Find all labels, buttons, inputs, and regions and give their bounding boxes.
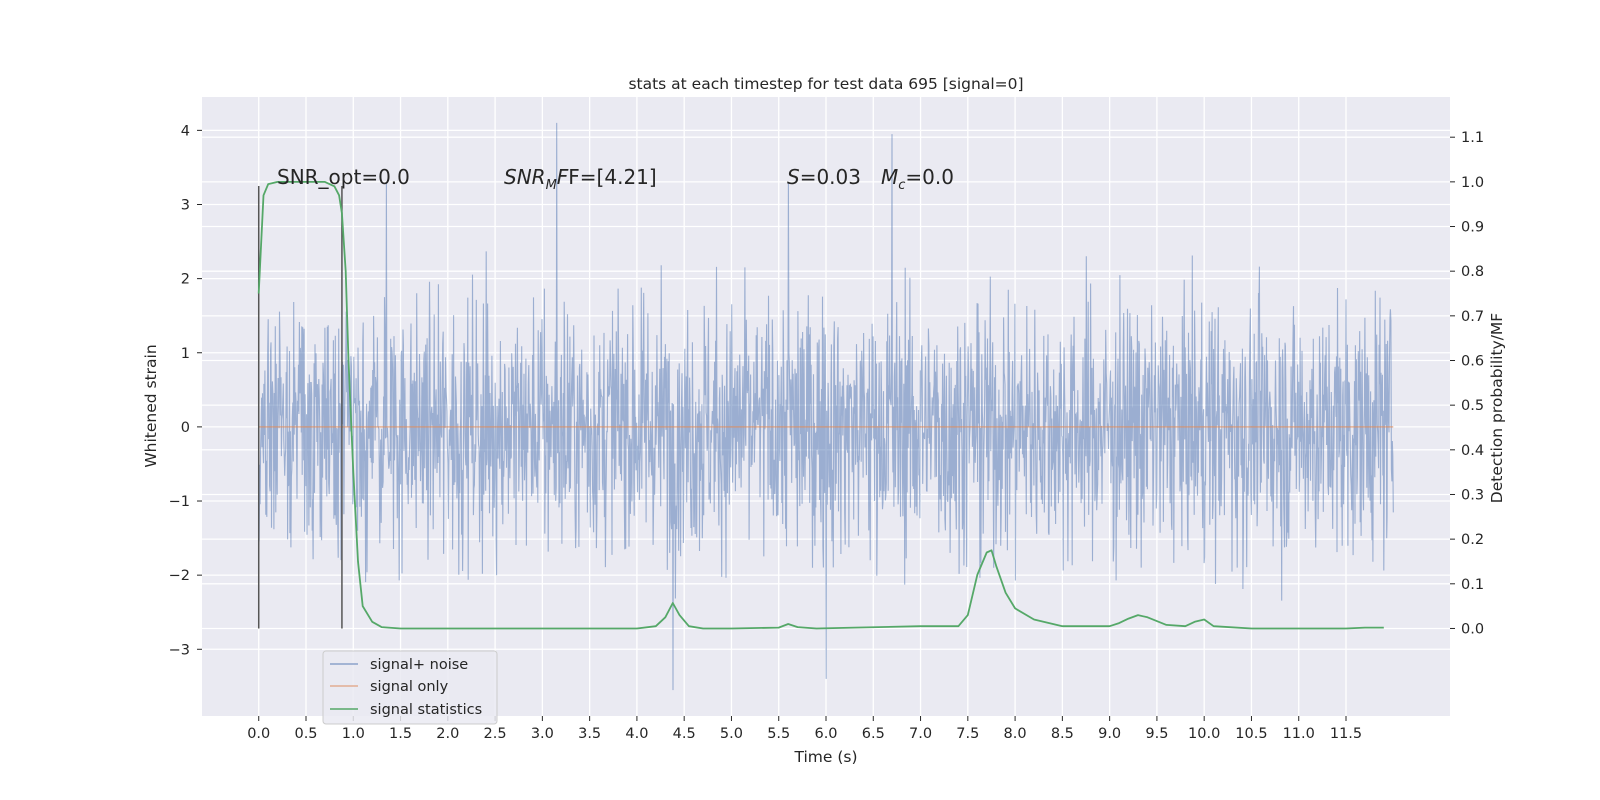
y2-tick-label: 0.1 [1461,577,1484,593]
y-tick-label: 2 [181,272,190,288]
annotation-mc-sub: c [898,178,905,193]
x-tick-label: 0.0 [247,726,270,742]
series-signal-statistics [257,180,1384,630]
annotation-snr-mf-sub: M [546,178,557,193]
annotation-snr-mf-value: F=[4.21] [568,165,656,189]
legend-label-signal-statistics: signal statistics [370,702,482,718]
annotation-s: S=0.03 [787,165,861,189]
x-tick-label: 1.0 [342,726,365,742]
x-axis-title: Time (s) [793,748,857,766]
x-tick-label: 3.0 [531,726,554,742]
annotation-mc: Mc=0.0 [881,165,954,193]
x-tick-label: 7.5 [956,726,979,742]
annotation-snr-mf-label: SNR [504,165,546,189]
y2-tick-label: 1.0 [1461,175,1484,191]
y-tick-label: 1 [181,346,190,362]
y2-tick-label: 0.3 [1461,487,1484,503]
legend-box [322,650,498,725]
annotation-mc-value: =0.0 [905,165,954,189]
x-tick-label: 10.5 [1235,726,1267,742]
y2-tick-label: 0.2 [1461,532,1484,548]
y2-tick-label: 0.4 [1461,443,1484,459]
annotation-mc-label: M [881,165,898,189]
x-tick-label: 2.5 [484,726,507,742]
x-tick-label: 7.0 [909,726,932,742]
series-signal-noise [258,122,1394,691]
y-tick-label: −1 [169,494,190,510]
y2-tick-label: 0.8 [1461,264,1484,280]
y2-tick-label: 0.6 [1461,353,1484,369]
y2-tick-label: 0.9 [1461,220,1484,236]
annotation-snr-mf: SNRMFF=[4.21] [504,165,657,193]
x-tick-label: 6.5 [862,726,885,742]
x-tick-label: 5.0 [720,726,743,742]
annotation-snr-mf-f: F [557,165,569,189]
x-tick-label: 11.0 [1283,726,1315,742]
legend-label-signal-only: signal only [370,679,449,695]
annotation-snr-opt: SNR_opt=0.0 [277,165,410,189]
y2-tick-label: 1.1 [1461,130,1484,146]
chart-title: stats at each timestep for test data 695… [628,75,1023,93]
x-tick-label: 11.5 [1330,726,1362,742]
y-tick-label: 4 [181,123,190,139]
annotation-s-value: =0.03 [800,165,861,189]
x-tick-label: 6.0 [814,726,837,742]
x-tick-label: 4.5 [673,726,696,742]
y-tick-label: −3 [169,642,190,658]
x-tick-label: 10.0 [1188,726,1220,742]
y-axis-title: Whitened strain [142,344,160,467]
x-tick-label: 8.0 [1004,726,1027,742]
y2-tick-label: 0.0 [1461,621,1484,637]
y2-tick-label: 0.5 [1461,398,1484,414]
annotation-s-label: S [787,165,800,189]
series-line-signal-statistics [257,180,1384,630]
y-tick-label: 3 [181,197,190,213]
x-tick-label: 8.5 [1051,726,1074,742]
series-line-signal-noise [258,122,1394,691]
y-tick-label: −2 [169,568,190,584]
legend: signal+ noise signal only signal statist… [322,650,498,725]
vertical-markers [257,185,343,629]
x-tick-label: 9.5 [1145,726,1168,742]
y2-axis-title: Detection probability/MF [1488,313,1506,504]
x-tick-label: 1.5 [389,726,412,742]
x-tick-label: 5.5 [767,726,790,742]
x-tick-label: 2.0 [436,726,459,742]
x-tick-label: 9.0 [1098,726,1121,742]
x-tick-label: 0.5 [294,726,317,742]
axis-ticks: 0.0 0.5 1.0 1.5 2.0 2.5 3.0 3.5 4.0 4.5 5.0 5.5 6.0 6… [169,123,1484,742]
legend-label-signal-noise: signal+ noise [370,657,468,673]
x-tick-label: 3.5 [578,726,601,742]
x-tick-label: 4.0 [625,726,648,742]
y-tick-label: 0 [181,420,190,436]
y2-tick-label: 0.7 [1461,309,1484,325]
